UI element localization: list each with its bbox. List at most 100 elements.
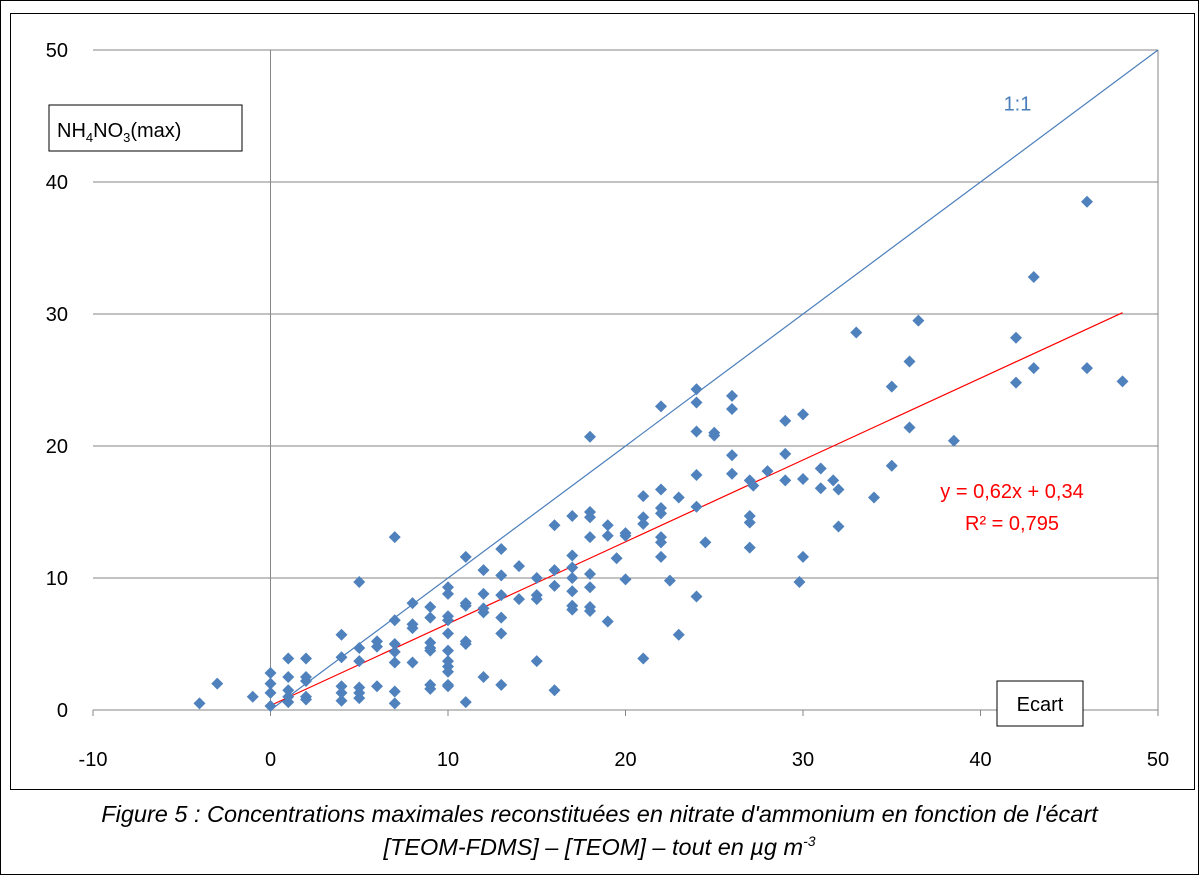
data-point — [726, 403, 738, 416]
data-point — [353, 641, 366, 654]
data-point — [601, 519, 614, 532]
data-point — [1081, 362, 1093, 375]
data-point — [779, 474, 792, 487]
data-point — [903, 355, 916, 368]
data-point — [388, 645, 401, 658]
data-point — [495, 569, 508, 582]
data-point — [566, 585, 579, 598]
data-point — [1027, 271, 1040, 284]
data-point — [747, 479, 760, 492]
y-axis-label: NH4NO3(max) — [57, 120, 181, 145]
scatter-chart: -10 0 10 20 30 40 50 0 10 20 30 40 50 1:1 y = 0,62x + … — [46, 40, 1169, 771]
data-point — [264, 686, 277, 699]
data-point — [406, 597, 419, 610]
data-point — [548, 684, 561, 697]
x-label-box — [996, 680, 1084, 727]
data-point — [584, 511, 596, 524]
data-point — [335, 651, 348, 664]
data-point — [912, 314, 925, 327]
data-point — [513, 560, 525, 573]
data-point — [530, 572, 543, 584]
y-tick-label: 40 — [46, 172, 68, 194]
data-point — [424, 601, 437, 614]
data-point — [335, 680, 348, 693]
data-point — [832, 520, 845, 533]
data-point — [300, 693, 312, 706]
data-point — [459, 638, 472, 650]
data-point — [868, 491, 880, 504]
identity-line-label: 1:1 — [1004, 94, 1032, 116]
data-point — [442, 627, 454, 640]
data-point — [477, 564, 490, 577]
data-point — [193, 697, 206, 710]
data-point — [690, 425, 703, 438]
identity-line — [270, 49, 1159, 711]
data-point — [885, 459, 898, 472]
data-point — [388, 614, 401, 627]
data-point — [601, 615, 614, 628]
data-point — [655, 536, 667, 549]
data-point — [584, 568, 596, 581]
data-point — [388, 638, 401, 650]
data-point — [282, 652, 295, 665]
data-point — [903, 421, 916, 434]
data-point — [726, 467, 738, 480]
data-point — [1010, 376, 1022, 389]
data-point — [655, 400, 667, 413]
data-point — [726, 389, 738, 402]
data-point — [793, 575, 806, 588]
data-point — [610, 552, 623, 565]
trendline-equation: y = 0,62x + 0,34 — [940, 481, 1083, 503]
data-point — [406, 656, 419, 669]
y-label-part: NH — [57, 120, 86, 142]
data-point — [548, 519, 561, 532]
data-point — [690, 469, 703, 482]
data-point — [814, 462, 827, 475]
y-label-part: NO — [93, 120, 123, 142]
x-axis-label: Ecart — [1017, 694, 1064, 716]
data-point — [1027, 362, 1040, 375]
data-point — [388, 531, 401, 544]
trendline-r2: R² = 0,795 — [965, 513, 1059, 535]
data-point — [442, 587, 454, 600]
data-point — [566, 572, 579, 584]
data-point — [566, 549, 579, 562]
data-point — [584, 531, 596, 544]
data-point — [495, 627, 508, 640]
data-point — [850, 326, 863, 339]
data-point — [424, 644, 437, 657]
data-point — [335, 694, 348, 707]
data-point — [495, 589, 508, 602]
data-point — [300, 674, 312, 687]
data-point — [424, 682, 437, 695]
data-point — [743, 541, 756, 554]
data-point — [282, 696, 295, 709]
data-point — [699, 536, 712, 549]
data-point — [619, 573, 632, 586]
data-point — [353, 575, 366, 588]
data-point — [619, 529, 632, 542]
data-point — [637, 490, 650, 503]
data-point — [282, 671, 295, 683]
data-point — [672, 491, 685, 504]
data-point — [1010, 331, 1022, 344]
data-point — [388, 697, 401, 710]
data-point — [566, 603, 579, 616]
data-point — [655, 483, 667, 496]
chart-area — [10, 13, 1195, 790]
y-tick-label: 20 — [46, 436, 68, 458]
data-point — [743, 509, 756, 522]
data-point — [690, 396, 703, 409]
data-point — [495, 678, 508, 691]
data-point — [548, 579, 561, 592]
data-point — [406, 622, 419, 635]
data-point — [708, 429, 721, 442]
data-point — [885, 380, 898, 393]
data-point — [335, 628, 348, 641]
data-point — [477, 671, 490, 683]
x-tick-label: 30 — [792, 749, 814, 771]
x-tick-label: -10 — [79, 749, 108, 771]
data-point — [513, 593, 525, 606]
data-point — [353, 692, 366, 705]
data-point — [495, 611, 508, 624]
